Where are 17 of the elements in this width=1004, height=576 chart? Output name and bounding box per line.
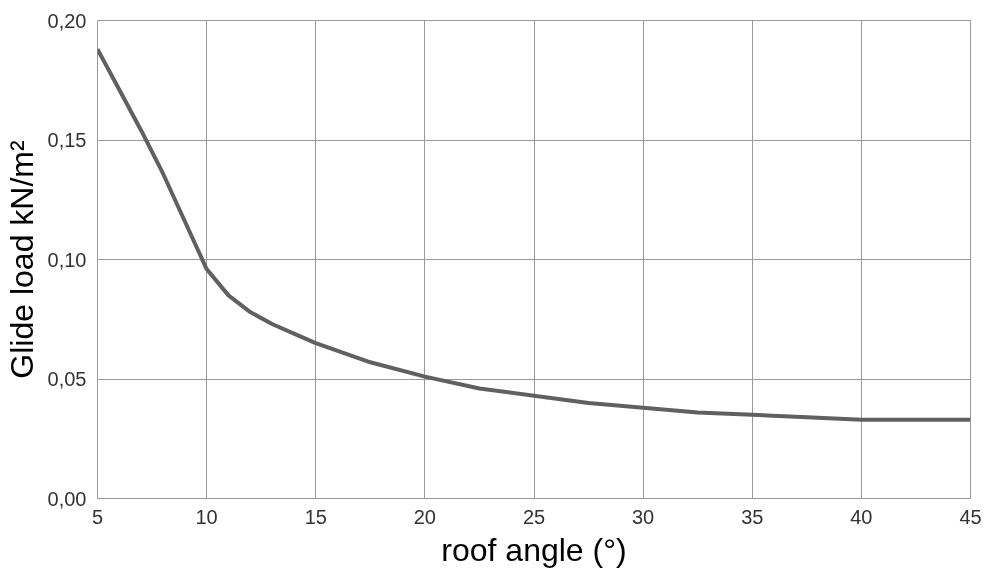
line-series (97, 47, 971, 422)
y-tick-label: 0,00 (47, 487, 87, 510)
x-tick-label: 45 (959, 505, 982, 528)
x-tick-label: 5 (91, 505, 104, 528)
x-tick-label: 25 (522, 505, 546, 528)
x-tick-label: 40 (850, 505, 873, 528)
x-axis-title: roof angle (°) (441, 531, 627, 568)
y-tick-label: 0,10 (47, 248, 87, 271)
x-tick-label: 30 (632, 505, 655, 528)
x-tick-label: 20 (413, 505, 436, 528)
x-tick-label: 15 (304, 505, 327, 528)
y-tick-label: 0,15 (47, 129, 87, 151)
y-tick-label: 0,05 (47, 368, 87, 390)
y-tick-label: 0,20 (47, 9, 87, 32)
x-tick-label: 10 (195, 505, 218, 528)
x-tick-label: 35 (741, 505, 764, 528)
y-axis-title: Glide load kN/m² (3, 140, 40, 379)
